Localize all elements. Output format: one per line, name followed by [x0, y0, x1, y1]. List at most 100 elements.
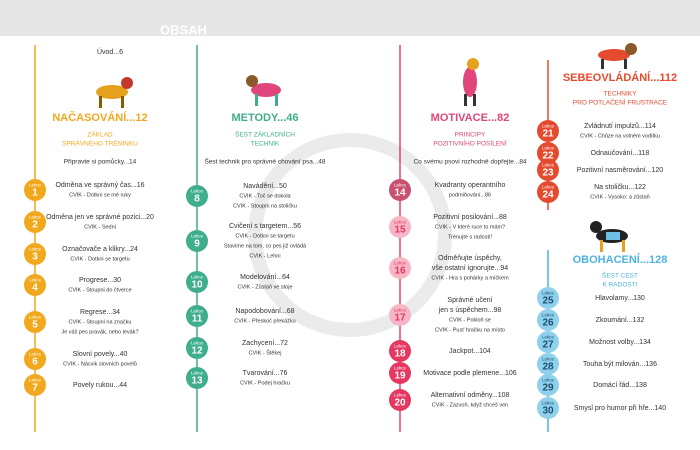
- lesson-text: CVIK - Dotkni se targetu: [70, 256, 129, 262]
- lesson-number: 6: [32, 357, 38, 368]
- lesson-text: CVIK - Dotkni se mé ruky: [69, 192, 131, 198]
- lesson-label: Lekce: [394, 308, 407, 313]
- section-subtitle: TECHNIKY: [604, 91, 638, 98]
- lesson-number: 15: [394, 225, 406, 236]
- dog: [96, 77, 133, 108]
- lesson-text: CVIK - Nácvik slovních povelů: [63, 360, 137, 367]
- lesson-number: 10: [191, 280, 203, 291]
- lesson-label: Lekce: [542, 185, 555, 190]
- lesson-text: Napodobování...68: [235, 308, 294, 315]
- lesson-text: Na stoličku...122: [594, 184, 646, 191]
- section-title: NAČASOVÁNÍ...12: [52, 111, 147, 124]
- lesson-text: CVIK - Chůze na volném vodítku: [580, 132, 660, 139]
- section-subtitle: K RADOSTI: [602, 282, 637, 289]
- section-subtitle: PRO POTLAČENÍ FRUSTRACE: [573, 98, 668, 107]
- section-subtitle: SPRÁVNÉHO TRÉNINKU: [62, 139, 138, 148]
- lesson-text: Slovní povely...40: [73, 351, 128, 358]
- lesson-number: 1: [32, 188, 38, 199]
- lesson-text: Možnost volby...134: [589, 339, 651, 346]
- lesson-label: Lekce: [542, 335, 555, 340]
- lesson-label: Lekce: [394, 344, 407, 349]
- lesson-number: 2: [32, 220, 38, 231]
- lesson-text: CVIK - Sedni: [84, 224, 116, 230]
- lesson-text: CVIK - Stoupni na značku: [69, 319, 132, 325]
- lesson-label: Lekce: [29, 278, 42, 283]
- lesson-text: Zvládnutí impulzů...114: [584, 122, 656, 130]
- section-title: OBOHACENÍ...128: [573, 253, 668, 266]
- lesson-badge: [389, 216, 411, 238]
- lesson-number: 16: [394, 266, 406, 277]
- lesson-text: Pozitivní nasměrování...120: [577, 167, 663, 174]
- lesson-label: Lekce: [29, 378, 42, 383]
- lesson-number: 17: [394, 313, 406, 324]
- section-subtitle: ŠEST ZÁKLADNÍCH: [235, 130, 295, 139]
- section-title: SEBEOVLÁDÁNÍ...112: [563, 71, 677, 84]
- lesson-number: 12: [191, 346, 203, 357]
- lesson-text: CVIK - Lehni: [249, 253, 280, 259]
- lesson-text: jen s úspěchem...98: [438, 307, 502, 314]
- lesson-text: CVIK - Přeskoč překážku: [234, 318, 295, 324]
- lesson-text: Odměňujte úspěchy,: [438, 255, 502, 262]
- lesson-text: Navádění...50: [243, 183, 287, 190]
- lesson-badge: [537, 397, 559, 419]
- lesson-text: Kvadranty operantního: [435, 182, 506, 189]
- lesson-number: 26: [542, 318, 554, 329]
- lesson-label: Lekce: [542, 313, 555, 318]
- section-subtitle: ZÁKLAD: [87, 130, 113, 139]
- lesson-badge: [537, 374, 559, 396]
- lesson-label: Lekce: [542, 163, 555, 168]
- illustrations: [96, 43, 637, 252]
- lesson-badge: [186, 367, 208, 389]
- lesson-text: Jackpot...104: [449, 348, 491, 355]
- lesson-text: Trénujte s radostí!: [448, 234, 493, 240]
- lesson-label: Lekce: [191, 371, 204, 376]
- lesson-number: 24: [542, 190, 554, 201]
- header-title: OBSAH: [160, 22, 207, 37]
- lesson-label: Lekce: [542, 291, 555, 296]
- lesson-label: Lekce: [191, 341, 204, 346]
- lesson-number: 18: [394, 349, 406, 360]
- lesson-text: CVIK - Podej hračku: [240, 380, 290, 386]
- lesson-label: Lekce: [191, 234, 204, 239]
- lesson-label: Lekce: [29, 183, 42, 188]
- lesson-number: 11: [192, 314, 203, 325]
- lesson-text: Odměna ve správný čas...16: [55, 182, 144, 189]
- dog: [246, 75, 281, 106]
- lesson-badge: [537, 287, 559, 309]
- lesson-text: CVIK - V které ruce to mám?: [435, 224, 505, 230]
- lesson-badge: [537, 331, 559, 353]
- lesson-badge: [537, 353, 559, 375]
- section-title: MOTIVACE...82: [431, 112, 510, 124]
- lesson-badge: [537, 120, 559, 142]
- section-intro: Připravte si pomůcky...14: [64, 158, 137, 166]
- lesson-badge: [537, 181, 559, 203]
- lesson-text: Správné učení: [447, 297, 492, 304]
- lesson-badge: [24, 243, 46, 265]
- lesson-number: 30: [542, 406, 554, 417]
- lesson-number: 23: [542, 168, 554, 179]
- lesson-text: CVIK - Stoupni do čtverce: [68, 287, 131, 293]
- lesson-label: Lekce: [542, 401, 555, 406]
- section-subtitle: ŠEST CEST: [602, 271, 638, 280]
- lesson-badge: [389, 304, 411, 326]
- lesson-badge: [186, 185, 208, 207]
- lesson-badge: [24, 348, 46, 370]
- lesson-badge: [389, 179, 411, 201]
- lesson-text: Zachycení...72: [242, 340, 288, 347]
- dog: [598, 43, 637, 69]
- lesson-text: Označovače a klikry...24: [62, 246, 138, 253]
- lesson-text: vše ostatní ignorujte...94: [432, 265, 508, 272]
- lesson-badge: [24, 311, 46, 333]
- lesson-label: Lekce: [394, 366, 407, 371]
- lesson-number: 28: [542, 362, 554, 373]
- dog: [463, 58, 479, 106]
- lesson-text: Je váš pes pravák, nebo levák?: [61, 329, 138, 335]
- lesson-text: Modelování...64: [240, 274, 290, 281]
- lesson-text: Touha být milován...136: [583, 361, 657, 368]
- lesson-badge: [389, 257, 411, 279]
- lesson-number: 8: [194, 194, 200, 205]
- lesson-badge: [389, 389, 411, 411]
- section-subtitle: PRINCIPY: [455, 132, 486, 139]
- lesson-number: 20: [394, 398, 406, 409]
